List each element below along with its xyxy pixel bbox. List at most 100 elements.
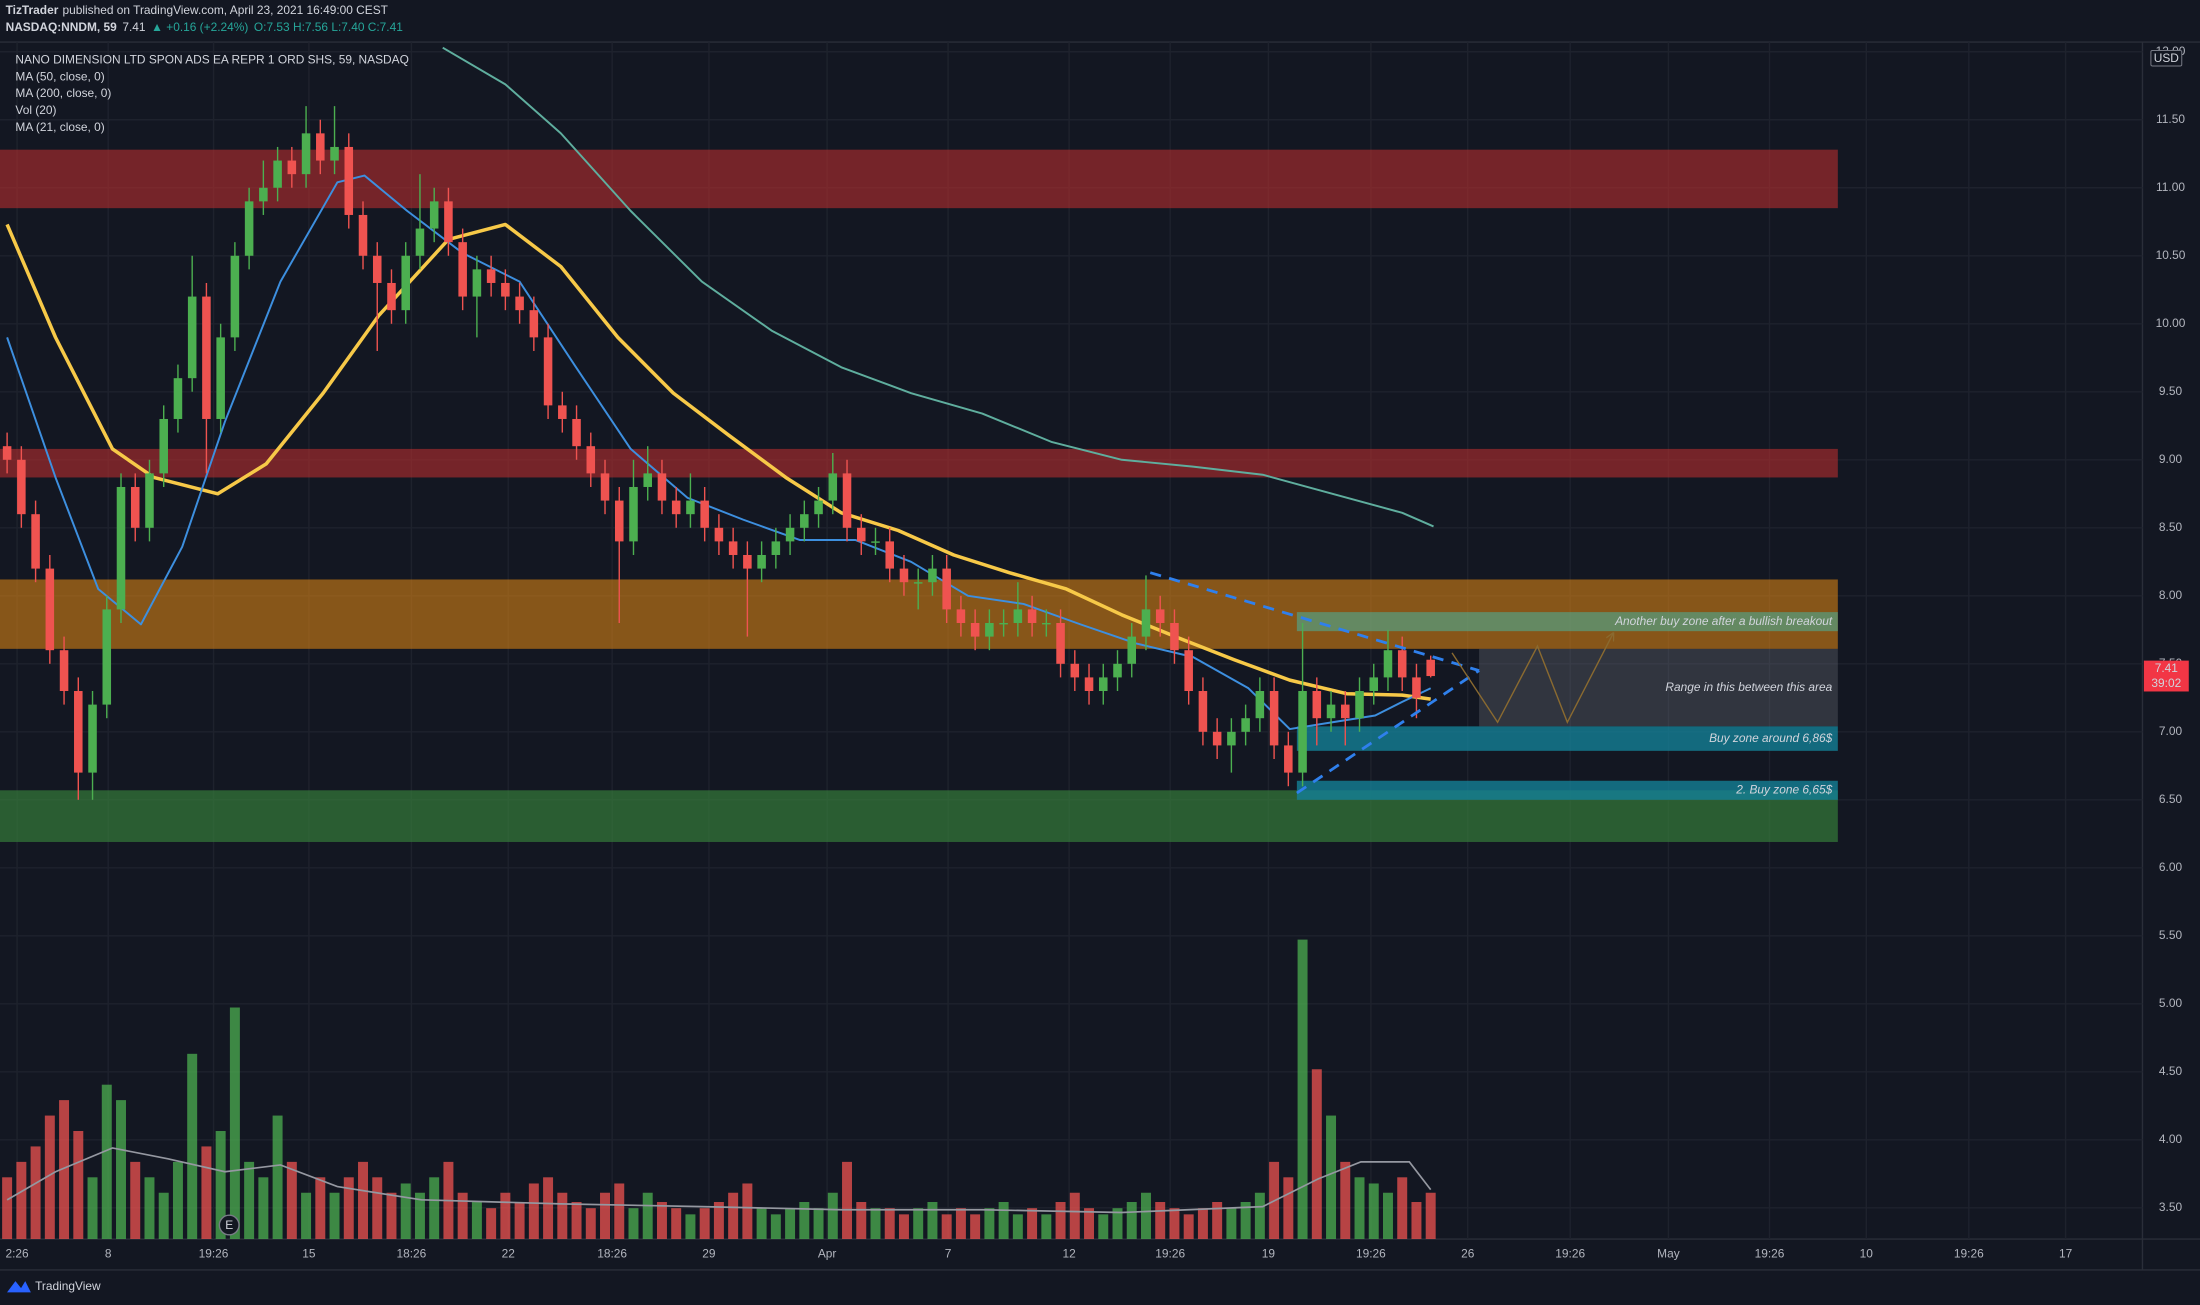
- x-tick-label: 15: [302, 1247, 316, 1261]
- volume-bar: [984, 1208, 995, 1240]
- last-price: 7.41: [2155, 661, 2179, 675]
- candle-body: [116, 486, 126, 610]
- volume-bar: [1112, 1208, 1123, 1240]
- x-tick-label: 19:26: [1155, 1247, 1185, 1261]
- volume-bar: [728, 1192, 739, 1240]
- volume-bar: [856, 1202, 867, 1240]
- zone: [1296, 726, 1838, 751]
- volume-bar: [187, 1053, 198, 1240]
- volume-bar: [130, 1161, 141, 1240]
- candle-body: [728, 541, 738, 555]
- volume-bar: [301, 1192, 312, 1240]
- x-tick-label: Apr: [818, 1247, 837, 1261]
- volume-bar: [386, 1192, 397, 1240]
- candle-body: [444, 201, 453, 243]
- candle-body: [472, 269, 482, 297]
- candle-body: [401, 255, 410, 311]
- candle-body: [1241, 718, 1250, 732]
- x-tick-label: 2:26: [5, 1247, 29, 1261]
- ma-line: [6, 174, 1432, 731]
- y-tick-label: 8.50: [2159, 520, 2183, 534]
- author-name: TizTrader: [6, 3, 59, 17]
- candle-body: [259, 187, 268, 202]
- candle-body: [358, 214, 368, 256]
- candle-body: [956, 609, 966, 623]
- candle-body: [586, 446, 596, 474]
- candle-body: [301, 133, 311, 175]
- candle-body: [714, 527, 724, 542]
- y-tick-label: 4.50: [2159, 1064, 2183, 1078]
- volume-bar: [1382, 1192, 1393, 1240]
- volume-bar: [16, 1161, 27, 1240]
- volume-bar: [144, 1177, 155, 1240]
- volume-bar: [286, 1161, 297, 1240]
- candle-body: [273, 160, 282, 188]
- candle-body: [814, 500, 823, 515]
- volume-bar: [1197, 1208, 1208, 1240]
- y-tick-label: 10.00: [2156, 316, 2186, 330]
- y-tick-label: 5.50: [2159, 928, 2183, 942]
- candle-body: [629, 486, 638, 542]
- candle-body: [130, 486, 140, 528]
- candle-body: [558, 405, 567, 419]
- candle-body: [871, 541, 880, 543]
- y-tick-label: 4.00: [2159, 1132, 2183, 1146]
- volume-bar: [813, 1208, 824, 1240]
- candle-body: [287, 160, 297, 175]
- volume-bar: [585, 1208, 596, 1240]
- x-tick-label: 10: [1860, 1247, 1874, 1261]
- legend-entry: MA (200, close, 0): [15, 86, 111, 100]
- volume-bar: [1326, 1115, 1337, 1240]
- volume-bar: [1098, 1214, 1109, 1240]
- volume-bar: [1055, 1202, 1066, 1240]
- volume-bar: [614, 1183, 625, 1240]
- volume-bar: [215, 1131, 226, 1240]
- volume-bar: [201, 1146, 212, 1240]
- volume-bar: [329, 1192, 340, 1240]
- volume-bar: [671, 1208, 682, 1240]
- candle-body: [743, 554, 752, 569]
- volume-bar: [1240, 1202, 1251, 1240]
- candle-body: [785, 527, 795, 542]
- candle-body: [842, 473, 852, 528]
- volume-bar: [429, 1177, 440, 1240]
- candle-body: [1312, 691, 1322, 719]
- candle-body: [17, 459, 26, 515]
- candle-body: [1426, 659, 1435, 677]
- candle-body: [771, 541, 781, 555]
- volume-bar: [1140, 1192, 1151, 1240]
- candle-body: [529, 310, 539, 338]
- volume-bar: [116, 1100, 126, 1240]
- logo-mark: [7, 1281, 31, 1293]
- legend-entry: MA (21, close, 0): [15, 120, 104, 134]
- volume-bar: [1084, 1208, 1095, 1240]
- candle-body: [942, 568, 951, 610]
- candle-body: [999, 622, 1008, 625]
- volume-bar: [1354, 1177, 1365, 1240]
- ohlc: O:7.53 H:7.56 L:7.40 C:7.41: [254, 20, 403, 34]
- volume-bar: [1425, 1192, 1436, 1240]
- volume-bar: [101, 1084, 112, 1240]
- candle-body: [1113, 663, 1122, 678]
- candle-body: [614, 500, 624, 542]
- volume-bar: [941, 1214, 952, 1240]
- volume-bar: [1397, 1177, 1408, 1240]
- x-tick-label: 19:26: [1954, 1247, 1984, 1261]
- volume-bar: [898, 1214, 909, 1240]
- candle-body: [572, 418, 581, 447]
- y-tick-label: 3.50: [2159, 1200, 2183, 1214]
- volume-bar: [913, 1208, 924, 1240]
- candle-body: [899, 568, 909, 583]
- footer-logo: TradingView: [7, 1279, 101, 1293]
- y-tick-label: 9.00: [2159, 452, 2183, 466]
- x-tick-label: May: [1657, 1247, 1680, 1261]
- candle-body: [828, 473, 838, 501]
- candle-body: [1056, 622, 1065, 664]
- candle-body: [501, 282, 510, 297]
- volume-bar: [628, 1208, 639, 1240]
- candle-body: [1412, 677, 1421, 698]
- candle-body: [928, 568, 937, 583]
- candle-body: [429, 201, 439, 229]
